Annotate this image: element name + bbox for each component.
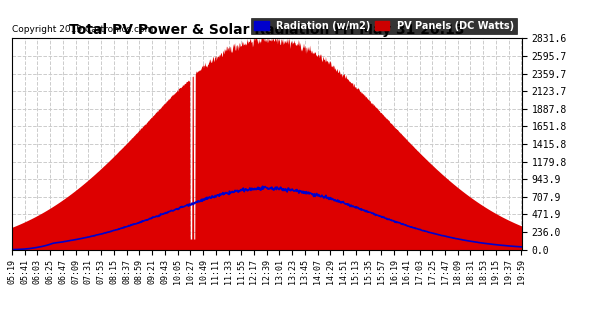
Title: Total PV Power & Solar Radiation Fri May 31 20:13: Total PV Power & Solar Radiation Fri May…: [69, 23, 465, 37]
Text: Copyright 2019 Cartronics.com: Copyright 2019 Cartronics.com: [12, 25, 153, 34]
Legend: Radiation (w/m2), PV Panels (DC Watts): Radiation (w/m2), PV Panels (DC Watts): [251, 18, 517, 34]
